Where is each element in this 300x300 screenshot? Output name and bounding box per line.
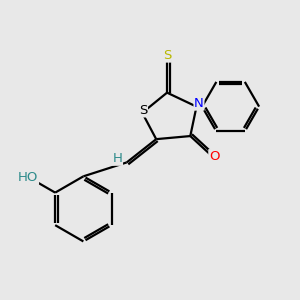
Text: S: S (139, 104, 147, 117)
Text: N: N (194, 97, 204, 110)
Text: HO: HO (18, 171, 38, 184)
Text: O: O (209, 150, 219, 163)
Text: S: S (163, 49, 171, 62)
Text: H: H (112, 152, 122, 165)
